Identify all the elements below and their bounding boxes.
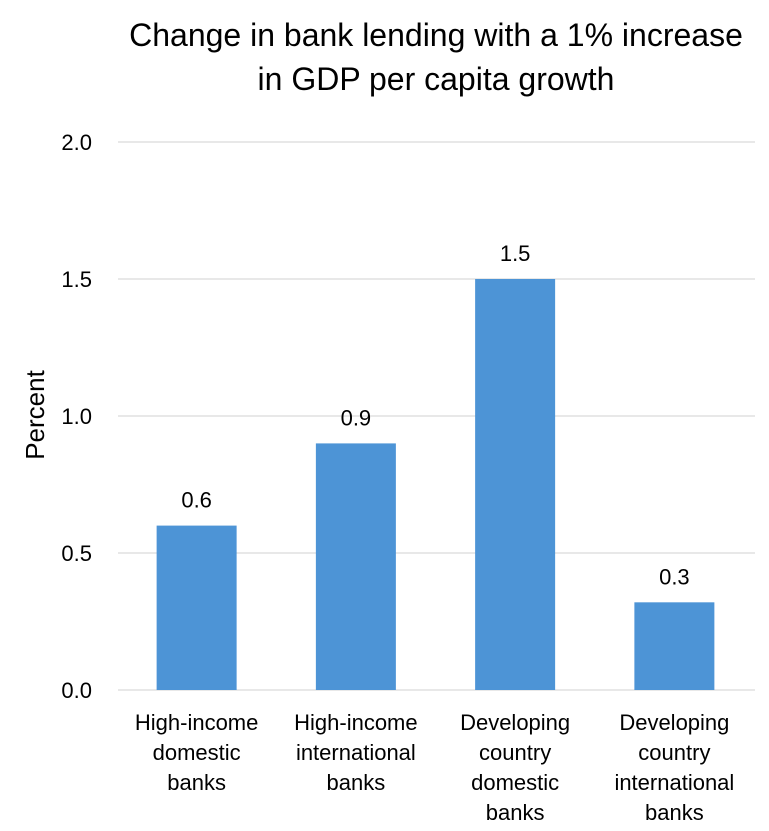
data-label-3: 1.5 [500,241,531,266]
category-label-2: High-income international banks [294,710,418,795]
category-label-line: banks [167,770,226,795]
category-label-line: Developing [619,710,729,735]
category-label-line: domestic [471,770,559,795]
category-label-line: High-income [135,710,259,735]
category-label-line: country [479,740,551,765]
category-label-line: domestic [153,740,241,765]
bar-2 [315,443,396,690]
y-axis-title-group: Percent [20,369,50,459]
category-label-line: High-income [294,710,418,735]
bar-4 [634,602,715,690]
y-tick-label: 0.0 [61,678,92,703]
category-label-4: Developing country international banks [614,710,734,825]
chart-title-line-2: in GDP per capita growth [258,61,615,97]
data-labels: 0.6 0.9 1.5 0.3 [181,241,689,589]
y-axis-title: Percent [20,369,50,459]
y-tick-label: 2.0 [61,130,92,155]
category-label-line: banks [486,800,545,825]
category-labels: High-income domestic banks High-income inter… [135,710,734,825]
data-label-2: 0.9 [341,405,372,430]
category-label-line: international [614,770,734,795]
bar-3 [475,279,556,690]
bars [156,279,715,690]
bar-1 [156,525,237,690]
category-label-line: international [296,740,416,765]
category-label-3: Developing country domestic banks [460,710,570,825]
category-label-1: High-income domestic banks [135,710,259,795]
chart-title: Change in bank lending with a 1% increas… [129,17,743,97]
y-tick-label: 1.5 [61,267,92,292]
y-tick-label: 0.5 [61,541,92,566]
data-label-4: 0.3 [659,564,690,589]
data-label-1: 0.6 [181,488,212,513]
category-label-line: Developing [460,710,570,735]
chart-title-line-1: Change in bank lending with a 1% increas… [129,17,743,53]
y-axis-ticks: 0.0 0.5 1.0 1.5 2.0 [61,130,92,703]
y-tick-label: 1.0 [61,404,92,429]
category-label-line: country [638,740,710,765]
category-label-line: banks [645,800,704,825]
category-label-line: banks [327,770,386,795]
